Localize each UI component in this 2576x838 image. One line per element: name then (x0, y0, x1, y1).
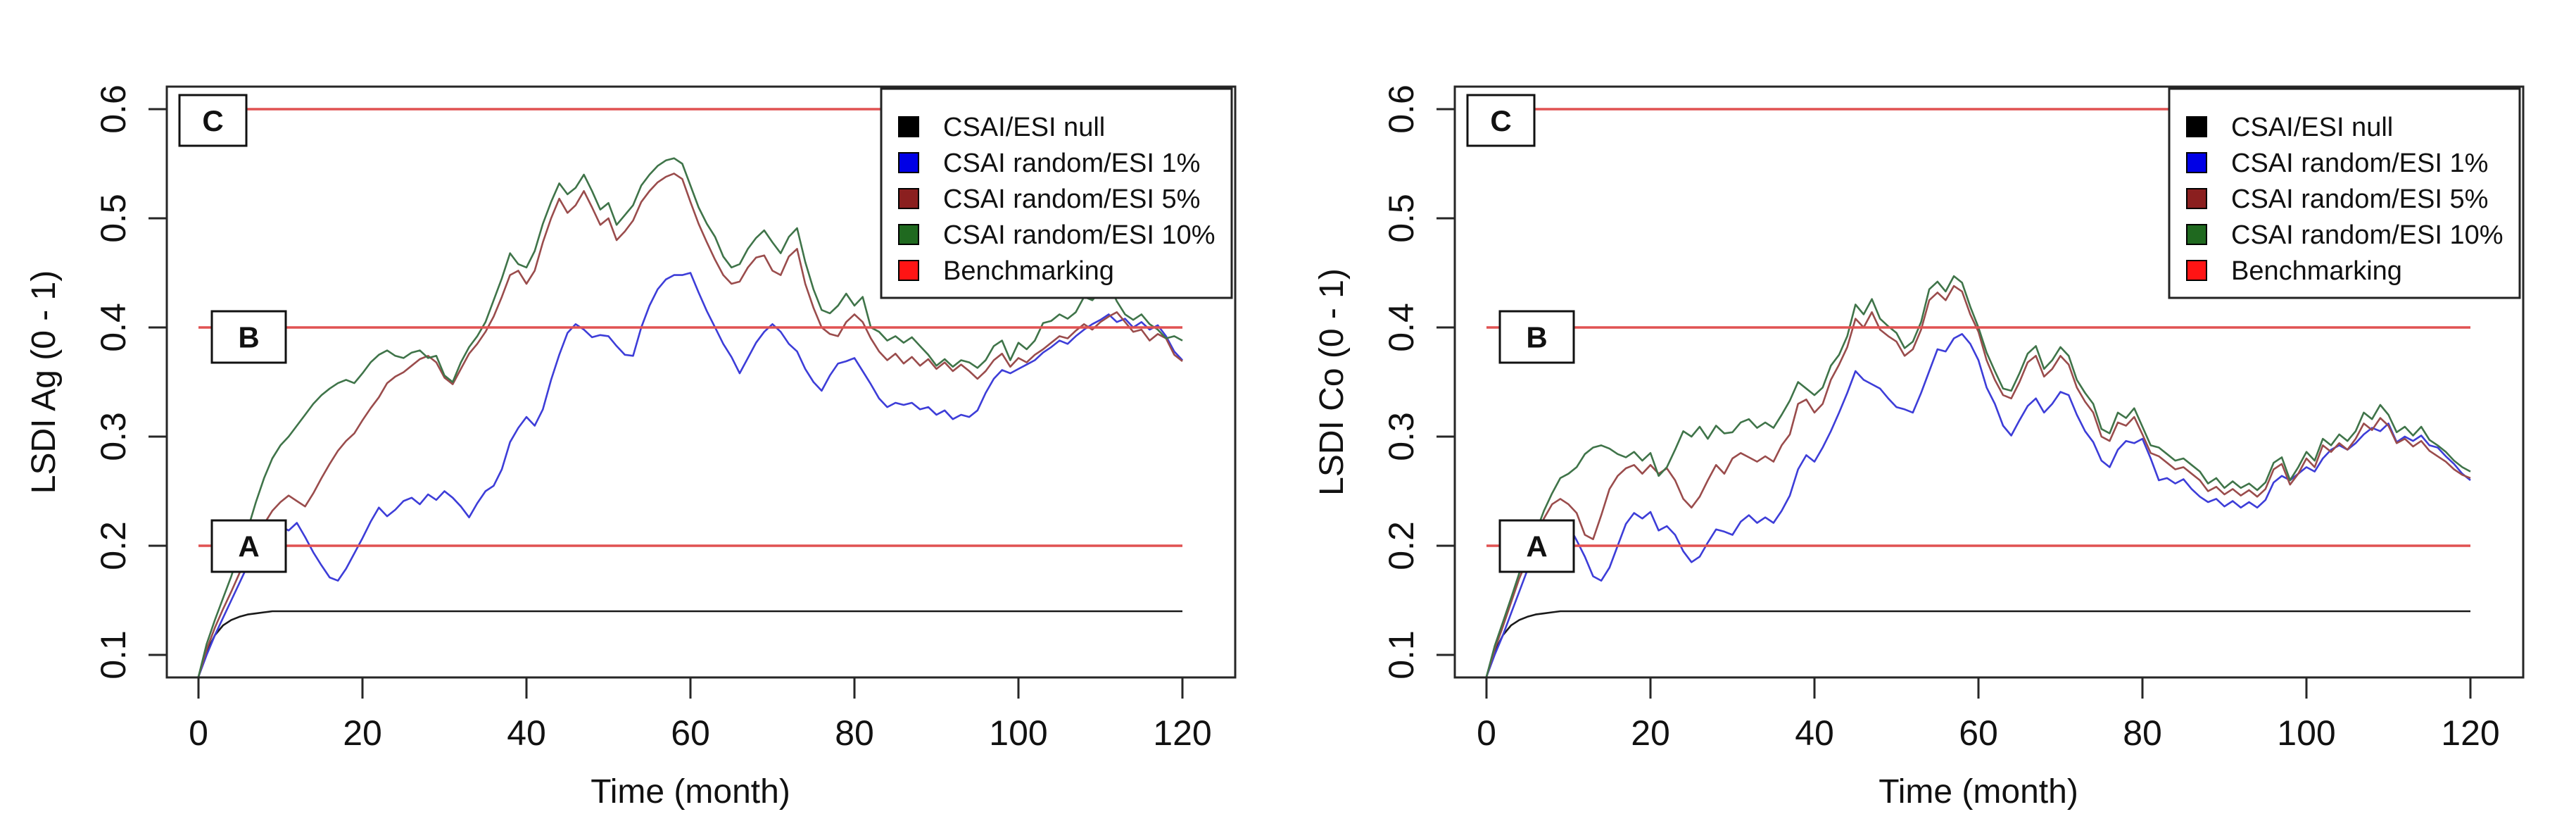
y-tick-label: 0.2 (94, 521, 133, 570)
benchmark-box-B (1498, 310, 1575, 364)
x-tick-label: 0 (1477, 713, 1496, 753)
y-tick-label: 0.1 (1382, 630, 1421, 680)
y-tick-label: 0.3 (1382, 412, 1421, 461)
x-tick-label: 60 (671, 713, 710, 753)
benchmark-box-A (210, 519, 287, 573)
lsdi-co-line-chart: 0.1 0.2 0.3 0.4 0.5 0.6 LSDI Co (0 - 1) 0 20 40 60… (1313, 85, 2525, 811)
series-line-1 (1485, 332, 2471, 677)
series-line-2 (197, 173, 1183, 677)
legend-swatch (898, 152, 919, 173)
y-axis: 0.1 0.2 0.3 0.4 0.5 0.6 LSDI Ag (0 - 1) (25, 85, 167, 680)
y-tick-label: 0.2 (1382, 521, 1421, 570)
x-axis: 0 20 40 60 80 100 120 Time (month) (189, 677, 1212, 811)
legend-swatch (898, 188, 919, 209)
x-tick-label: 40 (507, 713, 546, 753)
x-tick-label: 120 (1153, 713, 1211, 753)
x-tick-label: 20 (1631, 713, 1670, 753)
x-tick-label: 60 (1959, 713, 1998, 753)
x-tick-label: 100 (2277, 713, 2335, 753)
legend-swatch (2186, 260, 2207, 281)
benchmark-letter-B: B (1526, 321, 1547, 354)
y-axis-title: LSDI Co (0 - 1) (1313, 268, 1351, 496)
benchmark-letter-C: C (202, 104, 223, 137)
legend: CSAI/ESI null CSAI random/ESI 1% CSAI rand… (2168, 87, 2521, 299)
benchmark-letter-C: C (1490, 104, 1511, 137)
legend-item-label: CSAI/ESI null (943, 113, 1105, 142)
benchmark-letter-B: B (238, 321, 259, 354)
legend-swatch (2186, 116, 2207, 137)
legend-item-label: CSAI random/ESI 1% (943, 149, 1200, 178)
legend-item-label: CSAI random/ESI 5% (2231, 185, 2488, 214)
y-tick-label: 0.6 (94, 85, 133, 134)
legend-swatch (898, 260, 919, 281)
legend-box (880, 87, 1233, 299)
series-line-3 (197, 157, 1183, 677)
plot-frame (1453, 85, 2525, 679)
x-axis-title: Time (month) (591, 773, 790, 811)
benchmark-labels: A B C (1466, 94, 1575, 573)
benchmark-letter-A: A (238, 530, 259, 563)
plot-frame (165, 85, 1237, 679)
series-line-0 (1485, 610, 2470, 677)
legend-item-label: CSAI random/ESI 10% (943, 220, 1216, 250)
legend-swatch (2186, 224, 2207, 245)
series-group (197, 157, 1183, 677)
lsdi-ag-line-chart: 0.1 0.2 0.3 0.4 0.5 0.6 LSDI Ag (0 - 1) 0 20 40 60… (25, 85, 1237, 811)
y-tick-label: 0.4 (94, 303, 133, 352)
x-tick-label: 40 (1795, 713, 1834, 753)
legend-item-label: CSAI random/ESI 10% (2231, 220, 2504, 250)
x-tick-label: 20 (343, 713, 382, 753)
legend-swatch (2186, 152, 2207, 173)
series-line-0 (197, 610, 1182, 677)
y-tick-label: 0.6 (1382, 85, 1421, 134)
y-axis-title: LSDI Ag (0 - 1) (25, 270, 63, 494)
x-tick-label: 80 (2123, 713, 2162, 753)
y-tick-label: 0.5 (1382, 194, 1421, 243)
benchmark-box-C (178, 94, 248, 147)
benchmark-labels: A B C (178, 94, 287, 573)
legend-box (2168, 87, 2521, 299)
x-tick-label: 120 (2441, 713, 2499, 753)
x-axis: 0 20 40 60 80 100 120 Time (month) (1477, 677, 2500, 811)
legend-swatch (2186, 188, 2207, 209)
benchmark-letter-A: A (1526, 530, 1547, 563)
benchmark-box-B (210, 310, 287, 364)
legend-item-label: CSAI random/ESI 5% (943, 185, 1200, 214)
x-axis-title: Time (month) (1879, 773, 2078, 811)
benchmark-box-C (1466, 94, 1536, 147)
x-tick-label: 80 (835, 713, 874, 753)
y-axis: 0.1 0.2 0.3 0.4 0.5 0.6 LSDI Co (0 - 1) (1313, 85, 1455, 680)
legend-item-label: Benchmarking (943, 256, 1114, 286)
y-tick-label: 0.3 (94, 412, 133, 461)
y-tick-label: 0.5 (94, 194, 133, 243)
legend-swatch (898, 224, 919, 245)
panel-lsdi-ag: 0.1 0.2 0.3 0.4 0.5 0.6 LSDI Ag (0 - 1) 0 20 40 60… (25, 85, 1237, 811)
y-tick-label: 0.4 (1382, 303, 1421, 352)
legend-item-label: CSAI random/ESI 1% (2231, 149, 2488, 178)
benchmark-box-A (1498, 519, 1575, 573)
series-line-1 (197, 272, 1183, 677)
y-tick-label: 0.1 (94, 630, 133, 680)
legend-item-label: Benchmarking (2231, 256, 2402, 286)
x-tick-label: 0 (189, 713, 208, 753)
x-tick-label: 100 (989, 713, 1047, 753)
series-line-2 (1485, 284, 2471, 677)
legend-item-label: CSAI/ESI null (2231, 113, 2393, 142)
legend: CSAI/ESI null CSAI random/ESI 1% CSAI rand… (880, 87, 1233, 299)
series-group (1485, 275, 2471, 677)
series-line-3 (1485, 275, 2471, 677)
legend-swatch (898, 116, 919, 137)
panel-lsdi-co: 0.1 0.2 0.3 0.4 0.5 0.6 LSDI Co (0 - 1) 0 20 40 60… (1288, 0, 2576, 838)
